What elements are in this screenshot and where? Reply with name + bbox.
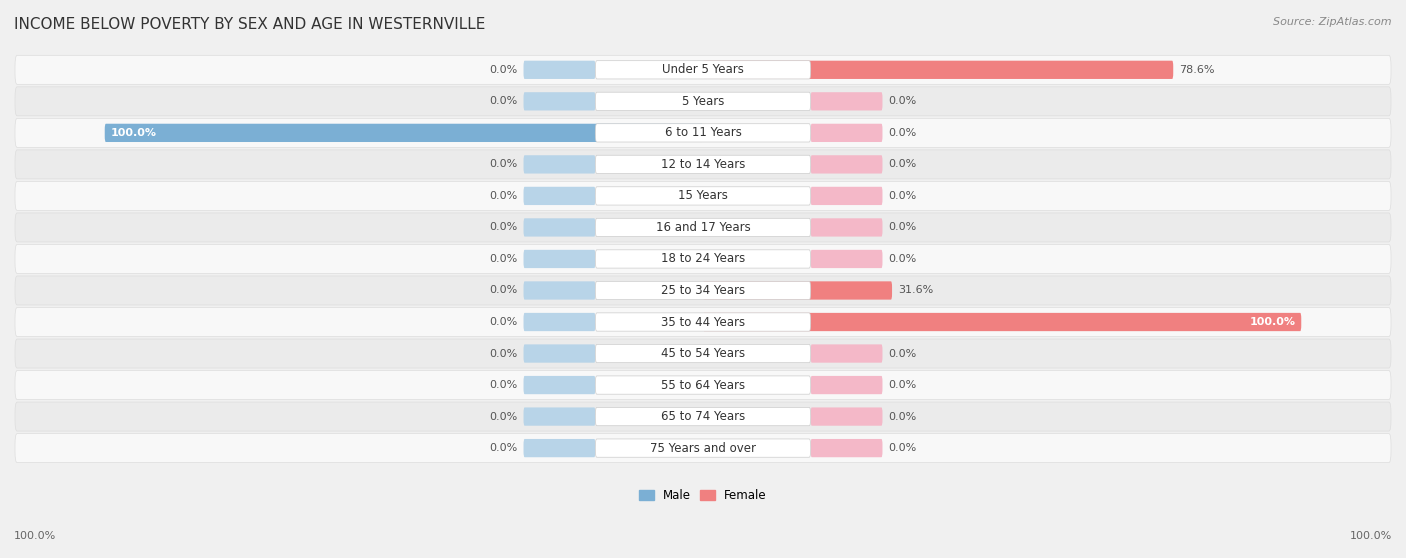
Text: 0.0%: 0.0% (489, 380, 517, 390)
FancyBboxPatch shape (811, 218, 883, 237)
FancyBboxPatch shape (104, 124, 703, 142)
FancyBboxPatch shape (595, 124, 811, 142)
Text: 0.0%: 0.0% (889, 254, 917, 264)
FancyBboxPatch shape (15, 339, 1391, 368)
Text: 75 Years and over: 75 Years and over (650, 441, 756, 455)
Text: 35 to 44 Years: 35 to 44 Years (661, 315, 745, 329)
FancyBboxPatch shape (15, 55, 1391, 84)
FancyBboxPatch shape (703, 61, 1173, 79)
FancyBboxPatch shape (811, 124, 883, 142)
FancyBboxPatch shape (15, 402, 1391, 431)
FancyBboxPatch shape (595, 155, 811, 174)
FancyBboxPatch shape (15, 276, 1391, 305)
Text: 0.0%: 0.0% (889, 160, 917, 170)
Text: 45 to 54 Years: 45 to 54 Years (661, 347, 745, 360)
FancyBboxPatch shape (15, 307, 1391, 336)
FancyBboxPatch shape (523, 155, 595, 174)
Text: Under 5 Years: Under 5 Years (662, 63, 744, 76)
FancyBboxPatch shape (15, 434, 1391, 463)
FancyBboxPatch shape (811, 407, 883, 426)
FancyBboxPatch shape (703, 281, 891, 300)
Text: 0.0%: 0.0% (889, 380, 917, 390)
FancyBboxPatch shape (15, 181, 1391, 210)
FancyBboxPatch shape (15, 213, 1391, 242)
FancyBboxPatch shape (811, 92, 883, 110)
Text: 12 to 14 Years: 12 to 14 Years (661, 158, 745, 171)
FancyBboxPatch shape (703, 313, 1302, 331)
FancyBboxPatch shape (595, 344, 811, 363)
Text: 0.0%: 0.0% (489, 286, 517, 296)
FancyBboxPatch shape (523, 313, 595, 331)
Text: 0.0%: 0.0% (889, 223, 917, 233)
Text: 0.0%: 0.0% (489, 443, 517, 453)
FancyBboxPatch shape (523, 250, 595, 268)
FancyBboxPatch shape (523, 407, 595, 426)
Text: 0.0%: 0.0% (489, 191, 517, 201)
Text: 55 to 64 Years: 55 to 64 Years (661, 378, 745, 392)
Text: 0.0%: 0.0% (489, 65, 517, 75)
Text: 0.0%: 0.0% (489, 412, 517, 422)
FancyBboxPatch shape (595, 376, 811, 394)
FancyBboxPatch shape (811, 187, 883, 205)
FancyBboxPatch shape (811, 155, 883, 174)
FancyBboxPatch shape (811, 250, 883, 268)
Text: 100.0%: 100.0% (1250, 317, 1295, 327)
Text: 5 Years: 5 Years (682, 95, 724, 108)
Text: 0.0%: 0.0% (889, 97, 917, 107)
FancyBboxPatch shape (15, 150, 1391, 179)
Text: 100.0%: 100.0% (1350, 531, 1392, 541)
FancyBboxPatch shape (595, 407, 811, 426)
FancyBboxPatch shape (15, 371, 1391, 400)
FancyBboxPatch shape (523, 439, 595, 457)
Text: 0.0%: 0.0% (889, 191, 917, 201)
Text: 18 to 24 Years: 18 to 24 Years (661, 252, 745, 266)
Text: 0.0%: 0.0% (889, 349, 917, 359)
Text: 65 to 74 Years: 65 to 74 Years (661, 410, 745, 423)
FancyBboxPatch shape (523, 92, 595, 110)
Text: 0.0%: 0.0% (489, 223, 517, 233)
FancyBboxPatch shape (15, 244, 1391, 273)
Legend: Male, Female: Male, Female (634, 485, 772, 507)
FancyBboxPatch shape (595, 281, 811, 300)
FancyBboxPatch shape (595, 187, 811, 205)
FancyBboxPatch shape (523, 187, 595, 205)
FancyBboxPatch shape (811, 439, 883, 457)
FancyBboxPatch shape (595, 313, 811, 331)
Text: 16 and 17 Years: 16 and 17 Years (655, 221, 751, 234)
FancyBboxPatch shape (15, 87, 1391, 116)
FancyBboxPatch shape (15, 118, 1391, 147)
FancyBboxPatch shape (523, 61, 595, 79)
Text: 31.6%: 31.6% (898, 286, 934, 296)
FancyBboxPatch shape (523, 218, 595, 237)
Text: 6 to 11 Years: 6 to 11 Years (665, 126, 741, 140)
FancyBboxPatch shape (595, 92, 811, 110)
Text: 15 Years: 15 Years (678, 189, 728, 203)
Text: 0.0%: 0.0% (489, 317, 517, 327)
FancyBboxPatch shape (811, 344, 883, 363)
FancyBboxPatch shape (811, 376, 883, 394)
FancyBboxPatch shape (523, 281, 595, 300)
Text: 0.0%: 0.0% (889, 412, 917, 422)
FancyBboxPatch shape (523, 344, 595, 363)
Text: 0.0%: 0.0% (489, 349, 517, 359)
Text: 0.0%: 0.0% (489, 160, 517, 170)
Text: 0.0%: 0.0% (489, 97, 517, 107)
Text: 0.0%: 0.0% (489, 254, 517, 264)
FancyBboxPatch shape (595, 439, 811, 457)
Text: 100.0%: 100.0% (111, 128, 156, 138)
FancyBboxPatch shape (595, 250, 811, 268)
Text: 25 to 34 Years: 25 to 34 Years (661, 284, 745, 297)
Text: 100.0%: 100.0% (14, 531, 56, 541)
FancyBboxPatch shape (595, 61, 811, 79)
Text: 0.0%: 0.0% (889, 128, 917, 138)
FancyBboxPatch shape (595, 218, 811, 237)
FancyBboxPatch shape (523, 376, 595, 394)
Text: INCOME BELOW POVERTY BY SEX AND AGE IN WESTERNVILLE: INCOME BELOW POVERTY BY SEX AND AGE IN W… (14, 17, 485, 32)
Text: 0.0%: 0.0% (889, 443, 917, 453)
Text: Source: ZipAtlas.com: Source: ZipAtlas.com (1274, 17, 1392, 27)
Text: 78.6%: 78.6% (1180, 65, 1215, 75)
